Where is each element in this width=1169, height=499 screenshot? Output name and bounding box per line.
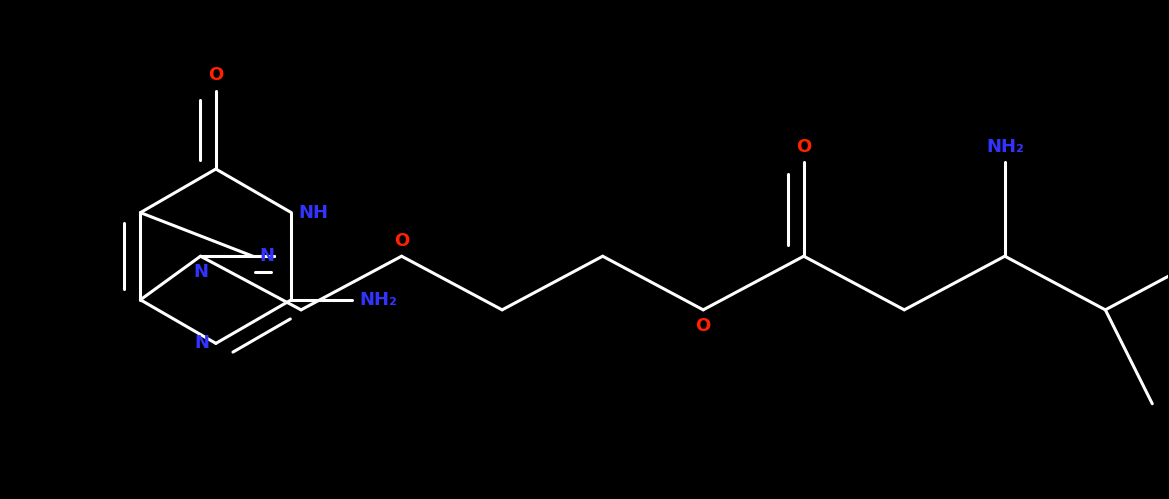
Text: NH: NH [298,204,328,222]
Text: NH₂: NH₂ [985,138,1024,156]
Text: O: O [208,66,223,84]
Text: N: N [193,263,208,281]
Text: N: N [260,247,275,265]
Text: O: O [394,232,409,250]
Text: O: O [696,316,711,334]
Text: NH₂: NH₂ [359,291,397,309]
Text: N: N [194,334,209,352]
Text: O: O [796,138,811,156]
